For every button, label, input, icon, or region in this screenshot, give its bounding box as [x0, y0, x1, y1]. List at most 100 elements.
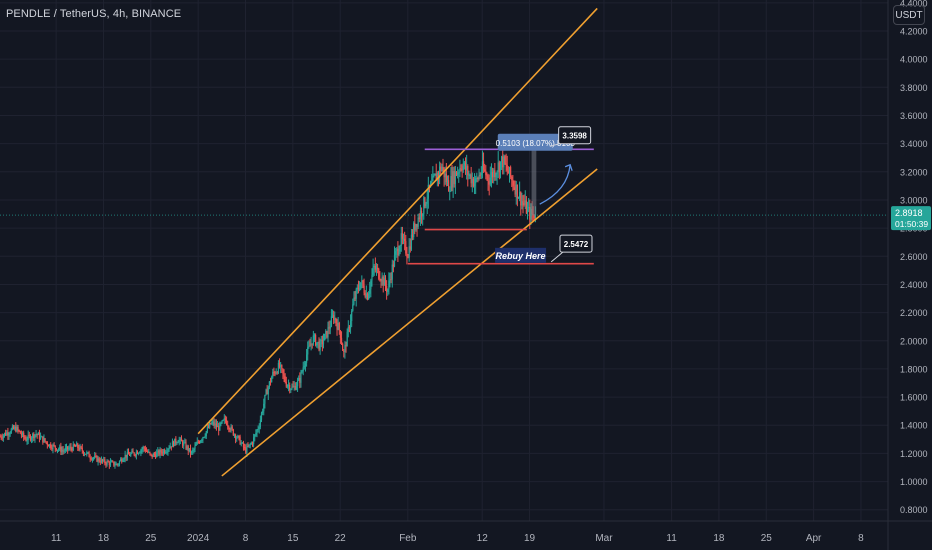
candle-body — [387, 289, 389, 292]
candle-body — [64, 448, 66, 451]
candle-body — [170, 446, 172, 448]
symbol-title: PENDLE / TetherUS, 4h, BINANCE — [6, 8, 182, 20]
candle-body — [56, 449, 59, 451]
candle-body — [37, 433, 39, 436]
candle-body — [360, 282, 362, 289]
currency-selector-button[interactable]: USDT — [893, 5, 925, 25]
y-tick-label: 1.8000 — [900, 364, 928, 374]
candle-body — [140, 450, 142, 453]
x-tick-label: Mar — [595, 533, 613, 544]
candle-body — [348, 326, 351, 329]
candle-body — [19, 431, 21, 434]
candle-body — [220, 422, 222, 424]
candle-body — [257, 428, 259, 430]
candle-body — [533, 214, 535, 219]
candle-body — [366, 293, 369, 300]
candle-body — [434, 173, 436, 176]
candle-body — [76, 443, 78, 447]
candle-body — [344, 345, 346, 352]
candle-body — [494, 170, 496, 177]
candle-body — [478, 175, 480, 180]
candle-body — [455, 171, 458, 176]
candle-body — [36, 434, 38, 436]
candle-body — [156, 452, 158, 458]
candle-body — [463, 162, 466, 166]
candle-body — [286, 385, 289, 387]
candle-body — [408, 246, 410, 258]
candle-body — [448, 180, 450, 192]
x-tick-label: 2024 — [187, 533, 210, 544]
candle-body — [99, 461, 101, 463]
candle-body — [289, 384, 291, 391]
candle-body — [106, 461, 108, 465]
candle-body — [101, 459, 104, 461]
candle-body — [319, 341, 321, 350]
candle-body — [110, 461, 113, 463]
candle-body — [294, 385, 296, 390]
candle-body — [302, 367, 304, 372]
candle-body — [48, 444, 51, 447]
candle-body — [47, 445, 50, 447]
x-tick-label: 18 — [713, 533, 725, 544]
candle-body — [467, 166, 469, 176]
candle-body — [254, 434, 256, 438]
candle-body — [375, 268, 378, 270]
candle-body — [528, 207, 530, 209]
candle-body — [189, 448, 192, 454]
candle-body — [239, 436, 241, 445]
candle-body — [259, 419, 261, 428]
candle-body — [351, 310, 353, 322]
candle-body — [451, 176, 453, 188]
candle-body — [193, 448, 195, 450]
candle-body — [511, 176, 513, 180]
candle-body — [61, 450, 63, 453]
candle-body — [215, 423, 218, 428]
candle-body — [498, 162, 500, 173]
candle-body — [386, 286, 388, 292]
candle-body — [169, 446, 171, 449]
candle-body — [133, 452, 135, 455]
candle-body — [321, 339, 323, 345]
candle-body — [506, 164, 508, 171]
candle-body — [266, 389, 268, 395]
candle-body — [431, 181, 433, 183]
candle-body — [0, 436, 1, 438]
candle-body — [59, 446, 61, 450]
y-tick-label: 4.4000 — [900, 0, 928, 8]
x-tick-label: 8 — [243, 533, 249, 544]
candle-body — [77, 443, 79, 449]
candle-body — [274, 372, 276, 374]
candle-body — [400, 233, 402, 246]
candle-body — [272, 371, 274, 378]
candle-body — [256, 429, 258, 434]
candle-body — [263, 403, 265, 412]
candle-body — [442, 166, 444, 168]
candle-body — [275, 372, 277, 374]
resistance-price-label: 3.3598 — [562, 132, 587, 141]
candle-body — [487, 175, 489, 181]
candle-body — [315, 334, 317, 346]
candle-body — [322, 340, 325, 345]
measure-label-box — [497, 133, 573, 151]
candle-body — [382, 276, 384, 286]
candle-body — [365, 293, 367, 298]
candle-body — [103, 459, 105, 461]
candle-body — [186, 446, 188, 449]
candle-body — [73, 444, 75, 446]
candle-body — [462, 165, 464, 171]
candle-body — [489, 177, 491, 185]
y-tick-label: 3.6000 — [900, 111, 928, 121]
candle-body — [318, 341, 320, 350]
candle-body — [377, 268, 379, 270]
candle-body — [355, 289, 357, 299]
candle-body — [27, 434, 29, 441]
candle-body — [317, 341, 319, 343]
candle-body — [325, 330, 327, 334]
candle-body — [174, 438, 176, 447]
candle-body — [396, 248, 398, 252]
candle-body — [427, 184, 429, 199]
candle-body — [460, 168, 462, 170]
candle-body — [2, 435, 4, 439]
